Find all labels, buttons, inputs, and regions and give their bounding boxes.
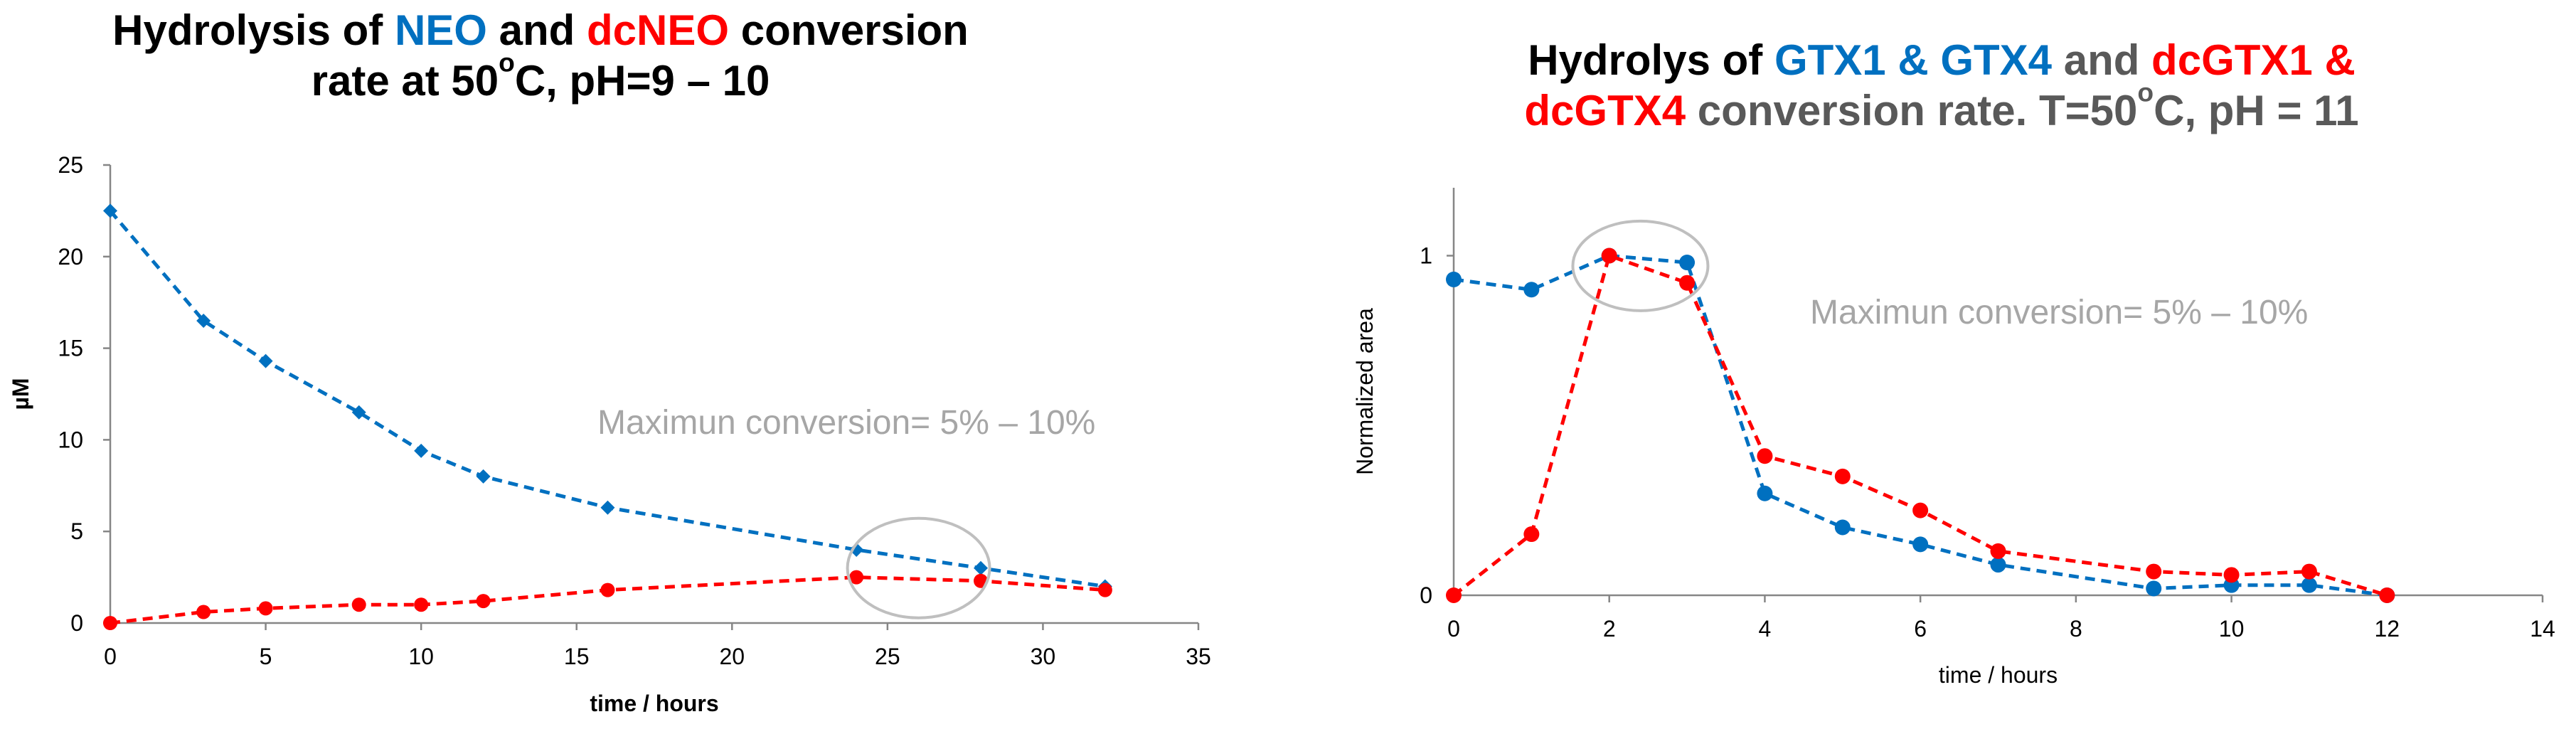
c1-series-1-point bbox=[849, 542, 864, 557]
c1-series-1-line bbox=[109, 209, 1106, 588]
c1-series-2-point bbox=[849, 570, 864, 585]
c1-y-tick-label: 10 bbox=[58, 427, 83, 452]
c2-y-axis-label: Normalized area bbox=[1352, 308, 1378, 475]
c2-series-2-point bbox=[2146, 563, 2162, 580]
c2-highlight-ellipse bbox=[1571, 219, 1710, 312]
c1-series-2-point bbox=[351, 597, 366, 612]
c1-series-2-point bbox=[258, 601, 273, 616]
c2-x-tick-label: 14 bbox=[2530, 616, 2555, 642]
c2-x-tick-label: 2 bbox=[1603, 616, 1616, 642]
c1-series-2-point bbox=[476, 594, 491, 609]
c1-series-2-point bbox=[414, 597, 429, 612]
c2-series-2-point bbox=[1446, 587, 1462, 603]
chart1-title: Hydrolysis of NEO and dcNEO conversion r… bbox=[112, 6, 969, 105]
c2-x-axis-label: time / hours bbox=[1939, 662, 2058, 688]
c2-series-2-point bbox=[1679, 275, 1696, 291]
c1-series-1-point bbox=[476, 469, 491, 484]
c2-x-tick-label: 6 bbox=[1914, 616, 1927, 642]
c1-x-tick-label: 30 bbox=[1031, 644, 1056, 669]
c2-series-2-point bbox=[1523, 526, 1540, 543]
c2-series-1-point bbox=[2146, 580, 2162, 597]
c1-annotation: Maximun conversion= 5% – 10% bbox=[597, 404, 1095, 442]
c1-y-tick-label: 5 bbox=[70, 518, 83, 544]
c1-series-1-point bbox=[258, 353, 273, 368]
c2-series-1-point bbox=[1990, 557, 2006, 573]
c1-series-1-point bbox=[974, 560, 988, 575]
c2-series-2-point bbox=[1757, 448, 1773, 464]
c1-series-2-point bbox=[1097, 582, 1112, 597]
c2-series-2-point bbox=[2223, 567, 2240, 583]
c2-x-tick-label: 10 bbox=[2219, 616, 2245, 642]
c1-series-2-point bbox=[103, 616, 117, 630]
c1-x-axis-label: time / hours bbox=[590, 691, 718, 716]
c1-x-tick-label: 10 bbox=[408, 644, 434, 669]
c2-x-tick-label: 12 bbox=[2374, 616, 2400, 642]
c2-series-2-point bbox=[1990, 543, 2006, 559]
c1-highlight-ellipse bbox=[846, 516, 991, 619]
c2-series-1-point bbox=[1757, 485, 1773, 501]
c2-series-1-point bbox=[1912, 536, 1929, 553]
c2-series-1-point bbox=[2301, 577, 2317, 593]
c1-x-tick-label: 15 bbox=[564, 644, 590, 669]
c1-y-tick-label: 20 bbox=[58, 244, 83, 270]
c2-series-1-line bbox=[1453, 254, 2388, 597]
c2-series-2-point bbox=[1834, 468, 1851, 484]
c2-y-tick-label: 1 bbox=[1420, 243, 1432, 269]
c2-y-tick-label: 0 bbox=[1420, 582, 1432, 608]
chart2-title: Hydrolys of GTX1 & GTX4 and dcGTX1 & dcGT… bbox=[1524, 36, 2359, 134]
c2-series-2-point bbox=[2379, 587, 2395, 603]
c2-x-tick-label: 4 bbox=[1759, 616, 1772, 642]
c2-series-1-point bbox=[1834, 519, 1851, 536]
c1-x-tick-label: 20 bbox=[719, 644, 745, 669]
c1-x-tick-label: 35 bbox=[1186, 644, 1211, 669]
c1-y-tick-label: 25 bbox=[58, 152, 83, 178]
c1-series-1-point bbox=[103, 203, 117, 218]
c2-series-2-point bbox=[2301, 563, 2317, 580]
c1-series-2-point bbox=[196, 605, 211, 619]
c1-series-2-line bbox=[110, 575, 1106, 625]
c1-x-tick-label: 0 bbox=[104, 644, 117, 669]
c1-series-2-point bbox=[600, 582, 615, 597]
c2-series-1-point bbox=[1523, 282, 1540, 298]
c2-x-tick-label: 8 bbox=[2070, 616, 2082, 642]
c2-series-1-point bbox=[1446, 271, 1462, 287]
c1-y-tick-label: 0 bbox=[70, 610, 83, 636]
c2-series-1-point bbox=[1679, 255, 1696, 271]
c1-series-1-point bbox=[600, 500, 615, 515]
c2-x-tick-label: 0 bbox=[1447, 616, 1460, 642]
c1-y-axis-label: µM bbox=[8, 378, 33, 410]
c2-series-2-point bbox=[1601, 248, 1617, 264]
c2-series-2-point bbox=[1912, 502, 1929, 518]
c1-x-tick-label: 5 bbox=[260, 644, 272, 669]
c1-x-tick-label: 25 bbox=[875, 644, 900, 669]
c1-series-1-point bbox=[351, 405, 366, 420]
c1-y-tick-label: 15 bbox=[58, 336, 83, 361]
c1-series-1-point bbox=[414, 443, 429, 458]
c1-series-1-point bbox=[196, 313, 211, 328]
c2-annotation: Maximun conversion= 5% – 10% bbox=[1810, 294, 2308, 331]
